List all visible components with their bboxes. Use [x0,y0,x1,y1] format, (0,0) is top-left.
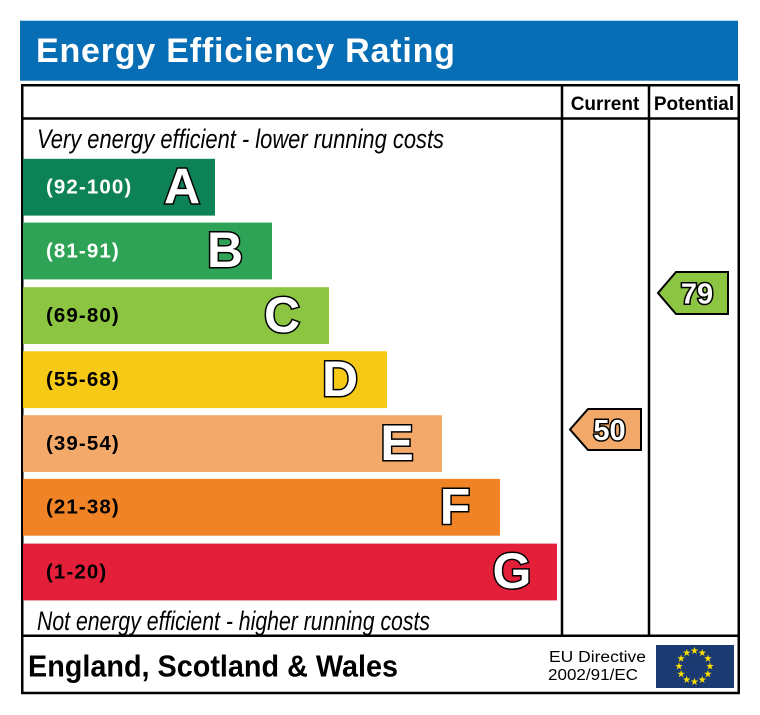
svg-text:79: 79 [681,279,713,311]
svg-text:(92-100): (92-100) [46,176,132,199]
svg-text:50: 50 [593,415,625,447]
svg-text:G: G [493,543,532,599]
svg-text:B: B [207,222,243,278]
svg-text:Not energy efficient - higher: Not energy efficient - higher running co… [37,606,430,636]
svg-text:Very energy efficient - lower: Very energy efficient - lower running co… [37,124,444,154]
svg-text:(69-80): (69-80) [46,304,120,327]
svg-text:(39-54): (39-54) [46,432,120,455]
svg-text:(21-38): (21-38) [46,496,120,519]
svg-text:Potential: Potential [654,94,734,115]
svg-text:Current: Current [571,94,640,115]
svg-text:(55-68): (55-68) [46,368,120,391]
svg-text:F: F [440,479,471,535]
svg-text:C: C [264,287,300,343]
svg-text:2002/91/EC: 2002/91/EC [548,667,638,684]
svg-text:England, Scotland & Wales: England, Scotland & Wales [28,649,398,684]
svg-text:D: D [322,351,358,407]
svg-text:(81-91): (81-91) [46,239,120,262]
svg-text:E: E [380,415,413,471]
svg-text:(1-20): (1-20) [46,560,107,583]
svg-text:EU Directive: EU Directive [549,649,646,666]
svg-text:A: A [164,158,200,214]
svg-text:Energy Efficiency Rating: Energy Efficiency Rating [36,32,456,70]
